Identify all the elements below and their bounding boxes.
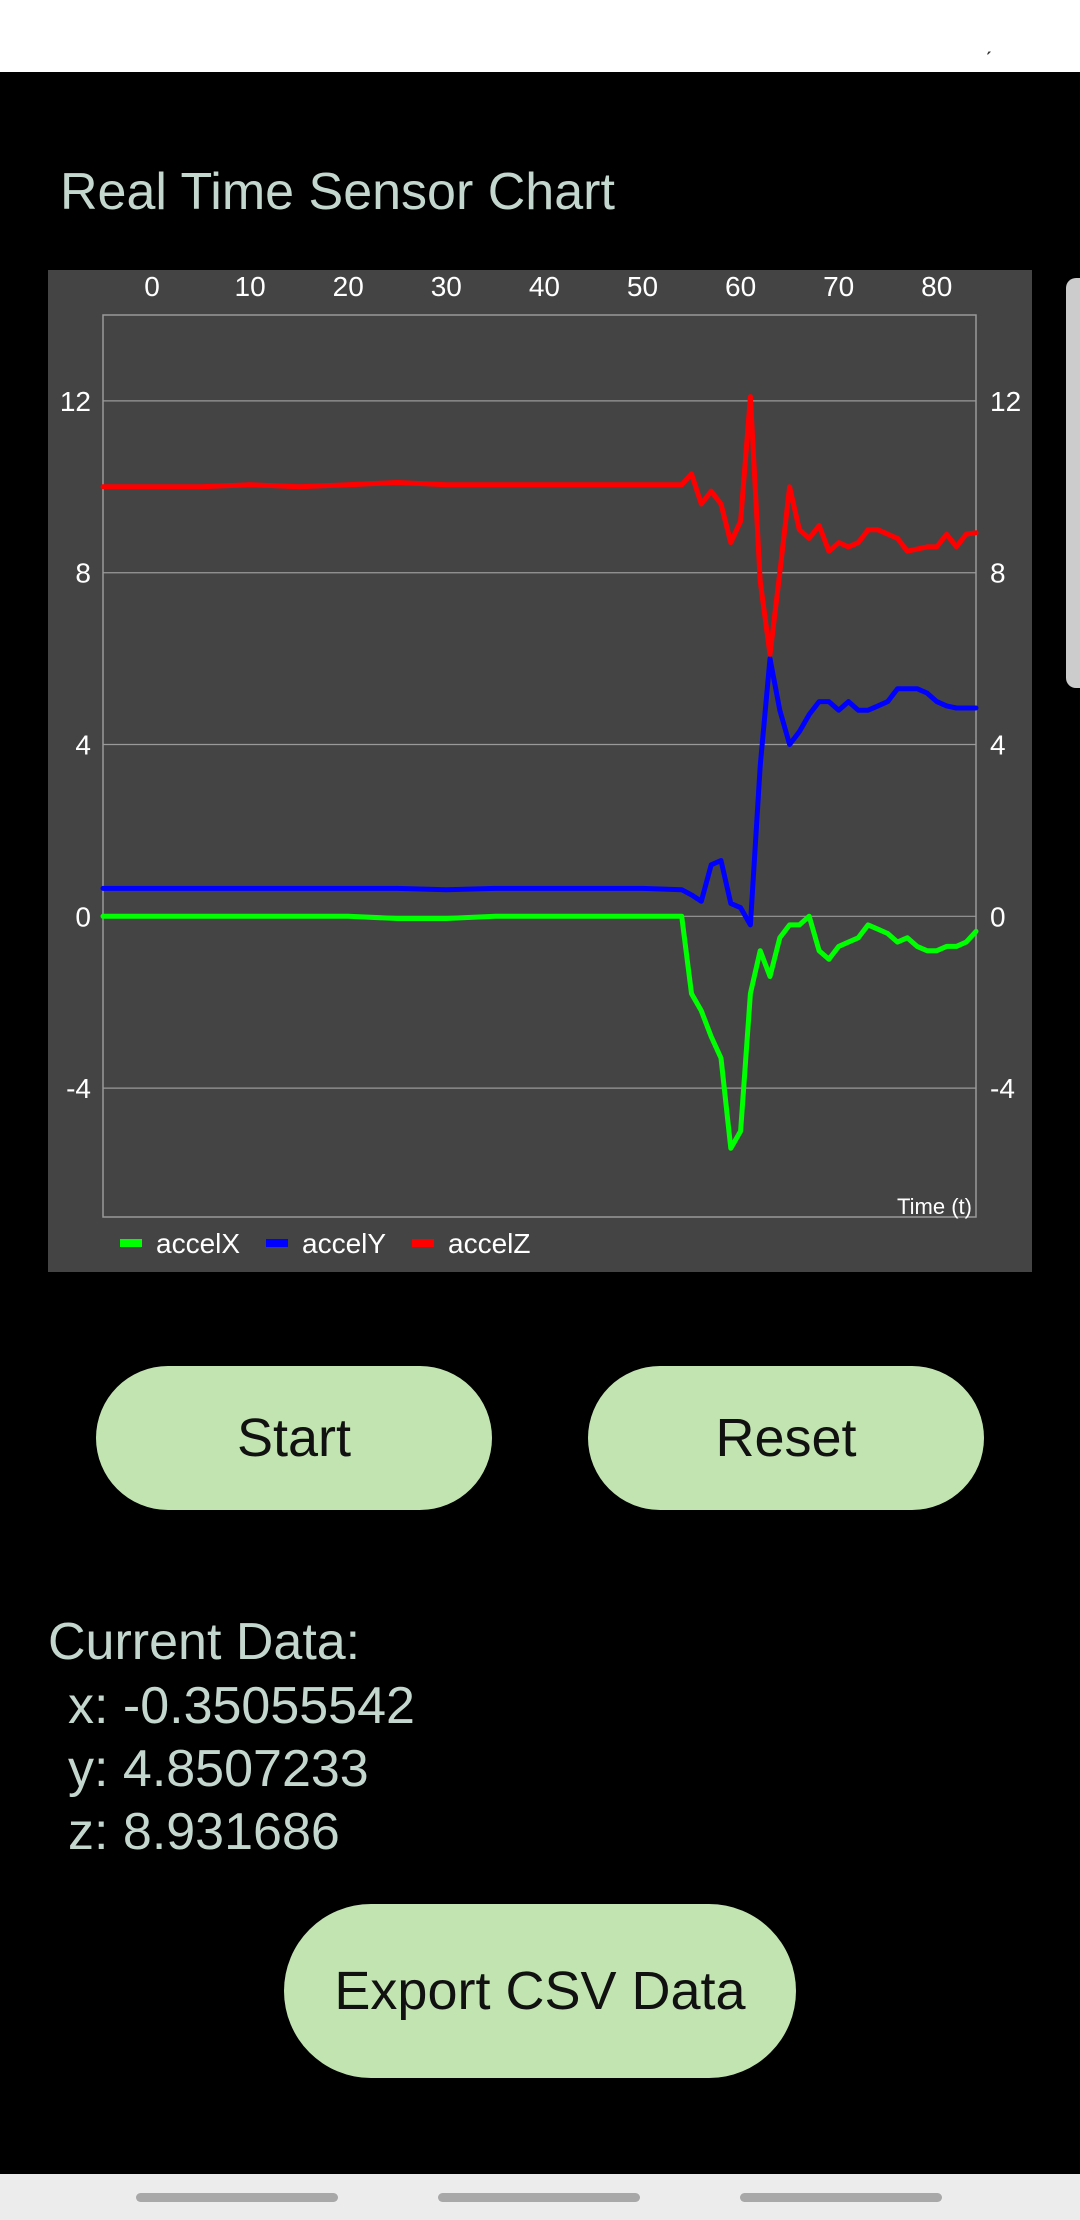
y-tick-label-right: 8 <box>990 558 1006 589</box>
legend-label-accelX: accelX <box>156 1228 240 1259</box>
current-y-value: y: 4.8507233 <box>68 1740 369 1798</box>
nav-back-handle[interactable] <box>136 2193 338 2202</box>
nav-home-handle[interactable] <box>438 2193 640 2202</box>
status-bar: ˏ <box>0 0 1080 72</box>
sensor-chart: 12 12 8 8 4 4 0 0 -4 -4 0 10 20 30 40 50 60 70 80 Time (t)… <box>48 270 1032 1272</box>
current-data-heading: Current Data: <box>48 1613 361 1671</box>
x-tick-label: 10 <box>235 271 266 302</box>
reset-button[interactable]: Reset <box>588 1366 984 1510</box>
chart-svg: 12 128 84 40 0-4 -40 10 20 30 40 50 60 70 80 Time (t)… <box>60 271 1021 1259</box>
scrollbar-handle[interactable] <box>1066 278 1080 688</box>
legend-swatch-accelZ <box>412 1239 434 1247</box>
y-tick-label-right: 12 <box>990 386 1021 417</box>
y-tick-label-right: 4 <box>990 730 1006 761</box>
navigation-bar <box>0 2174 1080 2220</box>
y-tick-label-right: 0 <box>990 901 1006 932</box>
legend-label-accelZ: accelZ <box>448 1228 530 1259</box>
y-tick-label-left: 8 <box>75 558 91 589</box>
legend-label-accelY: accelY <box>302 1228 386 1259</box>
y-tick-label-right: -4 <box>990 1073 1015 1104</box>
series-line-accelZ <box>100 394 979 657</box>
x-tick-label: 30 <box>431 271 462 302</box>
nav-recents-handle[interactable] <box>740 2193 942 2202</box>
plot-area <box>102 314 977 1218</box>
x-tick-label: 60 <box>725 271 756 302</box>
app-title: Real Time Sensor Chart <box>60 163 615 221</box>
legend-swatch-accelX <box>120 1239 142 1247</box>
x-tick-label: 70 <box>823 271 854 302</box>
status-indicator: ˏ <box>984 30 992 55</box>
x-tick-label: 80 <box>921 271 952 302</box>
y-tick-label-left: 0 <box>75 901 91 932</box>
x-tick-label: 40 <box>529 271 560 302</box>
start-button[interactable]: Start <box>96 1366 492 1510</box>
x-axis-label: Time (t) <box>897 1194 972 1219</box>
series-line-accelX <box>100 913 979 1151</box>
current-z-value: z: 8.931686 <box>68 1803 340 1861</box>
x-tick-label: 20 <box>333 271 364 302</box>
series-line-accelY <box>100 656 979 928</box>
y-tick-label-left: -4 <box>66 1073 91 1104</box>
x-tick-label: 0 <box>144 271 160 302</box>
export-csv-button[interactable]: Export CSV Data <box>284 1904 796 2078</box>
current-x-value: x: -0.35055542 <box>68 1677 415 1735</box>
y-tick-label-left: 4 <box>75 730 91 761</box>
legend-swatch-accelY <box>266 1239 288 1247</box>
x-tick-label: 50 <box>627 271 658 302</box>
y-tick-label-left: 12 <box>60 386 91 417</box>
